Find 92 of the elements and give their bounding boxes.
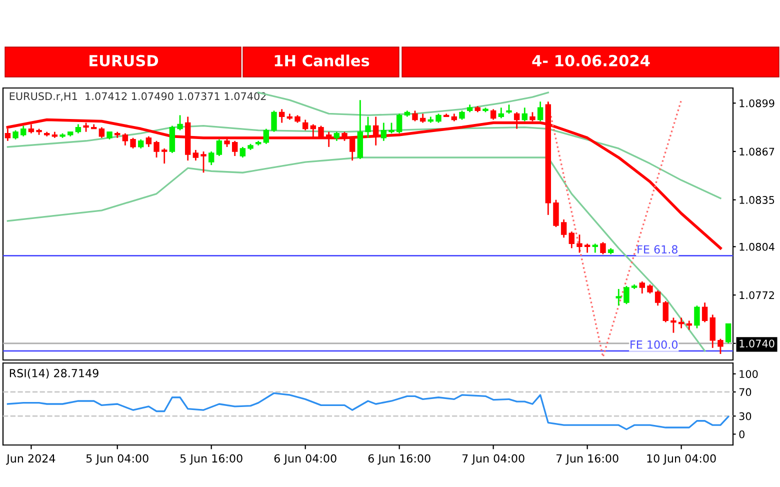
chart-subtitle: 1H Candles [274, 54, 370, 66]
candlestick [718, 338, 724, 355]
candlestick [662, 300, 668, 323]
chart-title: RSI(14) 28.7149 [10, 368, 98, 379]
x-tick-label: 5 Jun 16:00 [180, 454, 242, 465]
candlestick [412, 110, 418, 122]
line-series [6, 124, 722, 200]
candlestick [177, 114, 183, 132]
candlestick [553, 199, 559, 228]
candlestick [326, 131, 332, 148]
y-tick-label: 1.0867 [740, 148, 774, 156]
candlestick [686, 320, 692, 330]
candlestick [154, 140, 160, 158]
candlestick [639, 280, 645, 294]
candlestick [278, 108, 285, 124]
candlestick [349, 136, 356, 162]
candlestick [670, 316, 676, 334]
candlestick [232, 140, 238, 157]
candlestick [600, 241, 606, 255]
candlestick [200, 150, 206, 174]
candlestick [694, 304, 700, 329]
candlestick [624, 285, 630, 305]
x-tick-label: 10 Jun 04:00 [647, 454, 716, 465]
candlestick [342, 131, 348, 142]
candlestick [138, 138, 144, 150]
y-tick-label: 1.0835 [740, 196, 774, 204]
y-tick-label: 70 [739, 388, 752, 396]
candlestick [98, 126, 105, 139]
candlestick [654, 290, 661, 306]
candlestick [12, 130, 18, 140]
candlestick [310, 124, 316, 139]
candlestick [365, 116, 371, 139]
text: 4- 10.06.2024 [532, 54, 650, 66]
candlestick [83, 122, 89, 133]
x-tick-label: 6 Jun 16:00 [368, 454, 430, 465]
x-tick-label: Jun 2024 [6, 454, 56, 465]
candlestick [380, 122, 387, 142]
candlestick [584, 242, 590, 254]
candlestick [576, 234, 582, 254]
candlestick [537, 100, 544, 122]
candlestick [302, 119, 308, 132]
candlestick [388, 122, 394, 134]
candlestick [208, 150, 214, 166]
candlestick [490, 108, 496, 120]
candlestick [702, 302, 708, 323]
candlestick [224, 137, 230, 148]
candlestick [420, 112, 426, 124]
ref-line-label: FE 100.0 [630, 340, 678, 349]
x-tick-label: 5 Jun 04:00 [86, 454, 148, 465]
line-series [6, 392, 730, 430]
candlestick [560, 218, 567, 238]
chart-title: EURUSD [90, 54, 158, 66]
candlestick [216, 138, 222, 157]
candlestick [647, 284, 653, 294]
candlestick [678, 316, 684, 329]
candlestick [161, 148, 168, 164]
y-tick-label: 1.0772 [740, 291, 774, 300]
candlestick [436, 112, 442, 124]
candlestick [28, 124, 34, 134]
candlestick [271, 110, 277, 133]
candlestick [146, 136, 152, 148]
candlestick [522, 106, 528, 122]
candlestick [130, 137, 136, 150]
candlestick [710, 314, 716, 349]
candlestick [263, 128, 270, 145]
x-tick-label: 6 Jun 04:00 [274, 454, 336, 465]
y-tick-label: 1.0899 [740, 99, 774, 108]
y-tick-label: 30 [739, 412, 752, 420]
y-tick-label: 0 [739, 430, 744, 438]
x-tick-label: 7 Jun 04:00 [462, 454, 524, 465]
candlestick [396, 112, 402, 134]
candlestick [318, 125, 324, 139]
ref-line-label: FE 61.8 [638, 245, 678, 254]
y-tick-label: 100 [740, 370, 758, 378]
candlestick [75, 124, 82, 134]
candlestick [616, 288, 622, 306]
y-tick-label: 1.0804 [740, 242, 774, 251]
candlestick [240, 146, 246, 158]
candlestick [459, 110, 465, 120]
y-tick-label: 1.0740 [740, 340, 774, 348]
annotation: EURUSD.r,H1 1.07412 1.07490 1.07371 1.07402 [10, 92, 266, 102]
candlestick [334, 131, 340, 142]
candlestick [592, 242, 598, 254]
candlestick [122, 132, 128, 146]
line-series [6, 156, 706, 352]
candlestick [725, 323, 732, 344]
candlestick [568, 230, 575, 249]
candlestick [506, 104, 512, 114]
x-tick-label: 7 Jun 16:00 [556, 454, 618, 465]
candlestick [498, 106, 504, 119]
candlestick [20, 125, 26, 138]
candlestick [192, 149, 199, 162]
